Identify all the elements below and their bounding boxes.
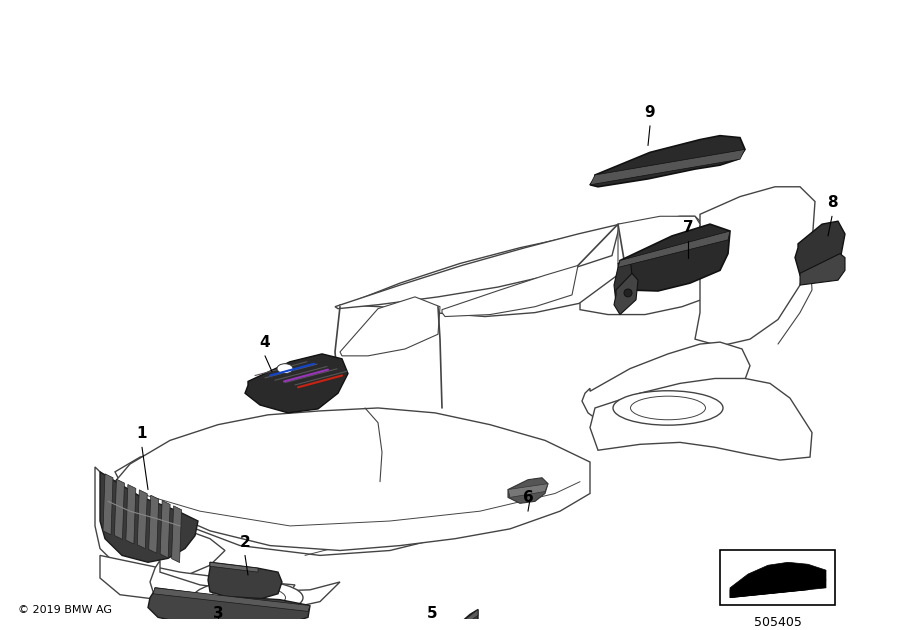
Text: 1: 1 xyxy=(137,427,148,442)
Ellipse shape xyxy=(624,289,632,297)
Polygon shape xyxy=(614,273,638,314)
Polygon shape xyxy=(100,472,198,563)
Text: 3: 3 xyxy=(212,606,223,621)
Polygon shape xyxy=(160,500,170,558)
Text: 8: 8 xyxy=(827,195,837,210)
Ellipse shape xyxy=(277,364,293,374)
Polygon shape xyxy=(245,354,348,413)
Polygon shape xyxy=(590,149,745,185)
Polygon shape xyxy=(618,231,730,267)
Polygon shape xyxy=(614,258,632,303)
Polygon shape xyxy=(100,556,295,605)
Text: 2: 2 xyxy=(239,534,250,549)
Polygon shape xyxy=(580,202,790,314)
Ellipse shape xyxy=(193,580,303,615)
Polygon shape xyxy=(795,221,845,283)
Polygon shape xyxy=(590,379,812,460)
Ellipse shape xyxy=(211,586,285,609)
Polygon shape xyxy=(442,265,578,316)
Polygon shape xyxy=(508,484,548,498)
Polygon shape xyxy=(335,224,620,309)
Polygon shape xyxy=(582,342,750,433)
Polygon shape xyxy=(508,478,548,503)
Polygon shape xyxy=(730,563,826,598)
Polygon shape xyxy=(452,609,478,630)
Polygon shape xyxy=(150,560,340,614)
Text: 6: 6 xyxy=(523,490,534,505)
Polygon shape xyxy=(452,609,478,630)
Polygon shape xyxy=(340,297,440,356)
Polygon shape xyxy=(618,224,730,291)
Text: 4: 4 xyxy=(260,335,270,350)
Polygon shape xyxy=(148,495,158,553)
Text: 505405: 505405 xyxy=(753,616,801,629)
Text: © 2019 BMW AG: © 2019 BMW AG xyxy=(18,605,112,614)
Ellipse shape xyxy=(631,396,706,420)
Polygon shape xyxy=(172,506,182,563)
Polygon shape xyxy=(730,580,826,598)
Ellipse shape xyxy=(613,391,723,425)
Polygon shape xyxy=(148,588,310,627)
Polygon shape xyxy=(95,467,225,580)
Text: 5: 5 xyxy=(427,606,437,621)
Text: 7: 7 xyxy=(683,220,693,235)
Polygon shape xyxy=(695,186,815,346)
Polygon shape xyxy=(153,588,310,612)
Polygon shape xyxy=(210,563,258,572)
Polygon shape xyxy=(115,437,490,556)
Polygon shape xyxy=(126,484,136,544)
Bar xyxy=(720,551,835,605)
Polygon shape xyxy=(103,474,113,535)
Polygon shape xyxy=(208,563,282,600)
Polygon shape xyxy=(590,135,745,186)
Polygon shape xyxy=(115,408,590,551)
Polygon shape xyxy=(800,254,845,285)
Polygon shape xyxy=(138,490,148,549)
Polygon shape xyxy=(618,216,700,275)
Polygon shape xyxy=(114,479,124,539)
Polygon shape xyxy=(340,216,700,316)
Text: 9: 9 xyxy=(644,105,655,120)
